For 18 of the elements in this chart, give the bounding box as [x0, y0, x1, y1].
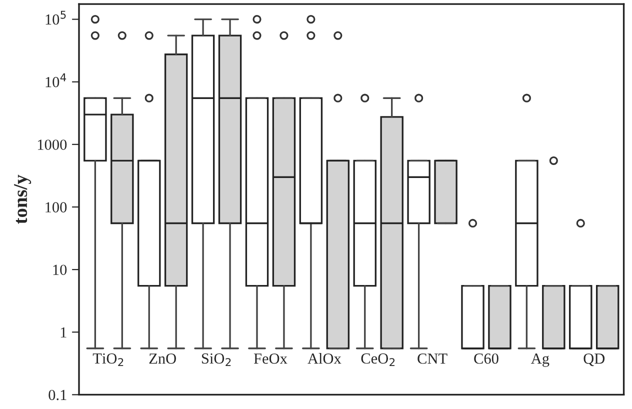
y-tick-label: 10: [53, 264, 67, 276]
x-tick-label: FeOx: [254, 354, 288, 364]
x-tick-label: C60: [474, 353, 498, 364]
x-tick-label: SiO$_{2}$: [202, 353, 231, 366]
x-tick-label: Ag: [530, 353, 550, 367]
y-tick-label: 10$^{4}$: [46, 73, 66, 88]
x-tick-label: TiO$_{2}$: [92, 353, 124, 366]
y-tick-label: 10$^{5}$: [46, 10, 66, 25]
y-tick-label: 1: [60, 327, 66, 338]
x-tick-label: CeO$_{2}$: [361, 353, 395, 366]
x-tick-label: CNT: [418, 354, 448, 364]
y-tick-label: 1000: [38, 140, 67, 150]
y-tick-label: 100: [46, 202, 67, 212]
x-tick-label: AlOx: [308, 353, 342, 364]
y-axis-title: tons/y: [14, 174, 32, 224]
y-tick-label: 0.1: [48, 390, 66, 400]
x-tick-label: ZnO: [149, 354, 176, 364]
x-tick-label: QD: [584, 354, 605, 366]
